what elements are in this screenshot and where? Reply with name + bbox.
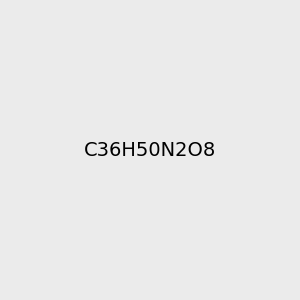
Text: C36H50N2O8: C36H50N2O8 — [84, 140, 216, 160]
